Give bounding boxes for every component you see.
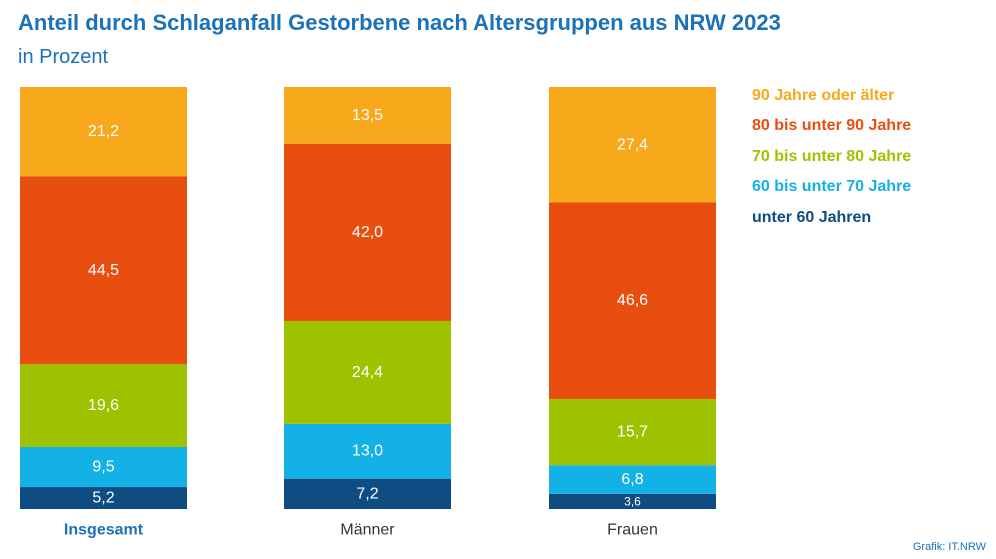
bar-segment — [284, 87, 451, 144]
category-label: Insgesamt — [64, 522, 144, 539]
bar-segment — [549, 465, 716, 494]
bar-segment — [20, 364, 187, 447]
bar-segment — [20, 176, 187, 365]
category-label: Frauen — [607, 522, 658, 539]
data-label: 15,7 — [617, 424, 648, 441]
bar-segment — [549, 87, 716, 203]
legend-item-90-plus: 90 Jahre oder älter — [752, 87, 895, 104]
bar-segment — [549, 398, 716, 466]
bar-segment — [549, 493, 716, 509]
legend: 90 Jahre oder älter 80 bis unter 90 Jahr… — [752, 84, 911, 236]
data-label: 13,5 — [352, 107, 383, 124]
bar-segment — [20, 87, 187, 177]
bar-segment — [284, 478, 451, 509]
data-label: 19,6 — [88, 397, 119, 414]
bar-segment — [20, 446, 187, 488]
data-label: 42,0 — [352, 224, 383, 241]
data-label: 24,4 — [352, 364, 383, 381]
bar-segment — [284, 423, 451, 479]
data-label: 5,2 — [92, 490, 114, 507]
data-label: 6,8 — [621, 471, 643, 488]
data-label: 13,0 — [352, 443, 383, 460]
data-label: 7,2 — [356, 485, 378, 502]
legend-item-under-60: unter 60 Jahren — [752, 208, 872, 226]
data-label: 9,5 — [92, 459, 114, 476]
data-label: 3,6 — [624, 494, 641, 508]
chart-subtitle: in Prozent — [18, 46, 109, 68]
bar-segment — [284, 320, 451, 424]
category-label: Männer — [340, 522, 395, 539]
bar-segment — [284, 143, 451, 321]
legend-item-60-70: 60 bis unter 70 Jahre — [752, 178, 912, 196]
legend-item-80-90: 80 bis unter 90 Jahre — [752, 117, 912, 135]
data-label: 27,4 — [617, 136, 648, 153]
data-label: 21,2 — [88, 123, 119, 140]
chart-title: Anteil durch Schlaganfall Gestorbene nac… — [18, 10, 781, 35]
bar-segment — [549, 202, 716, 399]
data-label: 46,6 — [617, 292, 648, 309]
legend-item-70-80: 70 bis unter 80 Jahre — [752, 147, 912, 165]
source-credit: Grafik: IT.NRW — [912, 541, 986, 553]
data-label: 44,5 — [88, 262, 119, 279]
bar-segment — [20, 487, 187, 509]
